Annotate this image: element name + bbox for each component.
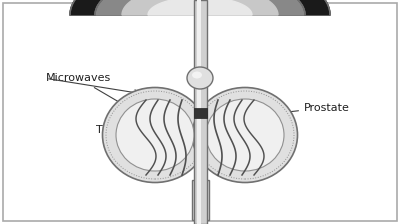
Ellipse shape (192, 88, 298, 183)
Ellipse shape (116, 99, 194, 171)
Polygon shape (122, 0, 278, 15)
Ellipse shape (206, 99, 284, 171)
FancyBboxPatch shape (3, 3, 397, 221)
Text: TUMT catheter: TUMT catheter (96, 125, 178, 143)
FancyBboxPatch shape (196, 0, 200, 224)
FancyBboxPatch shape (192, 180, 209, 220)
Ellipse shape (102, 88, 208, 183)
Ellipse shape (187, 67, 213, 89)
Polygon shape (95, 0, 305, 15)
FancyBboxPatch shape (194, 108, 207, 118)
Text: Prostate: Prostate (252, 103, 350, 118)
Text: Microwaves: Microwaves (46, 73, 132, 110)
Ellipse shape (192, 71, 202, 78)
FancyBboxPatch shape (194, 0, 207, 224)
Polygon shape (148, 0, 252, 15)
Polygon shape (70, 0, 330, 15)
